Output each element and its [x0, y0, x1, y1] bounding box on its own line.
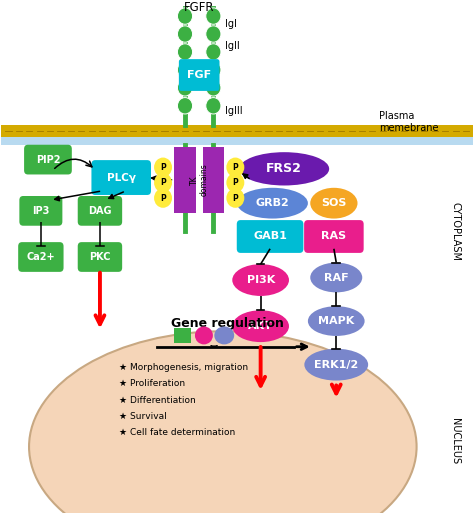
Ellipse shape [239, 152, 329, 186]
Circle shape [177, 62, 192, 78]
Text: ERK1/2: ERK1/2 [314, 360, 358, 370]
FancyBboxPatch shape [91, 160, 151, 195]
Text: FGF: FGF [187, 70, 211, 80]
Text: ★ Survival: ★ Survival [119, 412, 166, 421]
Circle shape [177, 8, 192, 24]
Circle shape [227, 158, 244, 177]
FancyBboxPatch shape [78, 242, 122, 272]
Text: Plasma
memebrane: Plasma memebrane [379, 112, 438, 133]
Circle shape [177, 26, 192, 42]
Circle shape [206, 98, 221, 114]
Ellipse shape [232, 310, 289, 342]
Ellipse shape [232, 264, 289, 296]
Text: ★ Cell fate determination: ★ Cell fate determination [119, 428, 235, 437]
Ellipse shape [237, 188, 308, 218]
Text: ★ Morphogenesis, migration: ★ Morphogenesis, migration [119, 363, 248, 372]
Circle shape [154, 158, 172, 177]
Text: PKC: PKC [89, 252, 111, 262]
Text: P: P [232, 178, 238, 187]
Text: IP3: IP3 [32, 206, 50, 216]
Circle shape [227, 173, 244, 192]
Text: GRB2: GRB2 [255, 198, 289, 208]
Text: IgI: IgI [225, 19, 237, 29]
Bar [174, 328, 191, 343]
Text: P: P [160, 163, 166, 172]
Ellipse shape [308, 306, 365, 336]
FancyBboxPatch shape [237, 220, 303, 253]
Text: P: P [232, 194, 238, 203]
Ellipse shape [310, 263, 362, 292]
Text: MAPK: MAPK [318, 316, 355, 326]
Circle shape [154, 173, 172, 192]
Text: RAS: RAS [321, 231, 346, 242]
Text: RAF: RAF [324, 272, 348, 283]
Text: PIP2: PIP2 [36, 155, 60, 164]
Circle shape [206, 80, 221, 96]
Ellipse shape [214, 326, 234, 344]
Text: P: P [232, 163, 238, 172]
Circle shape [206, 44, 221, 60]
FancyBboxPatch shape [304, 220, 364, 253]
FancyBboxPatch shape [24, 145, 72, 174]
Ellipse shape [304, 349, 368, 380]
Circle shape [154, 188, 172, 208]
Text: FGFR: FGFR [184, 1, 214, 14]
Text: P: P [160, 194, 166, 203]
Circle shape [177, 98, 192, 114]
Circle shape [227, 188, 244, 208]
Bar [203, 147, 224, 213]
Text: GAB1: GAB1 [253, 231, 287, 242]
FancyBboxPatch shape [19, 196, 63, 226]
Circle shape [206, 62, 221, 78]
Text: FRS2: FRS2 [266, 162, 302, 175]
Ellipse shape [29, 332, 417, 514]
Text: ★ Differentiation: ★ Differentiation [119, 395, 196, 405]
FancyBboxPatch shape [179, 59, 219, 91]
Text: ★ Proliferation: ★ Proliferation [119, 379, 185, 388]
Text: NUCLEUS: NUCLEUS [450, 418, 460, 465]
FancyBboxPatch shape [18, 242, 64, 272]
Circle shape [206, 8, 221, 24]
FancyBboxPatch shape [78, 196, 122, 226]
Text: SOS: SOS [321, 198, 346, 208]
Circle shape [177, 80, 192, 96]
Circle shape [206, 26, 221, 42]
Text: P: P [160, 178, 166, 187]
Text: DAG: DAG [88, 206, 112, 216]
Ellipse shape [195, 326, 213, 344]
Bar [174, 147, 196, 213]
Bar [0, 125, 474, 137]
Text: PI3K: PI3K [246, 275, 275, 285]
Circle shape [177, 44, 192, 60]
Text: PLCγ: PLCγ [107, 173, 136, 182]
Text: CYTOPLASM: CYTOPLASM [450, 202, 460, 261]
Text: TK
domains: TK domains [190, 164, 209, 196]
Text: IgIII: IgIII [225, 106, 243, 116]
Ellipse shape [310, 188, 357, 218]
Text: Ca2+: Ca2+ [27, 252, 55, 262]
Text: AKT: AKT [248, 321, 273, 331]
Bar [0, 137, 474, 145]
Text: IgII: IgII [225, 41, 240, 51]
Text: Gene regulation: Gene regulation [171, 317, 284, 330]
